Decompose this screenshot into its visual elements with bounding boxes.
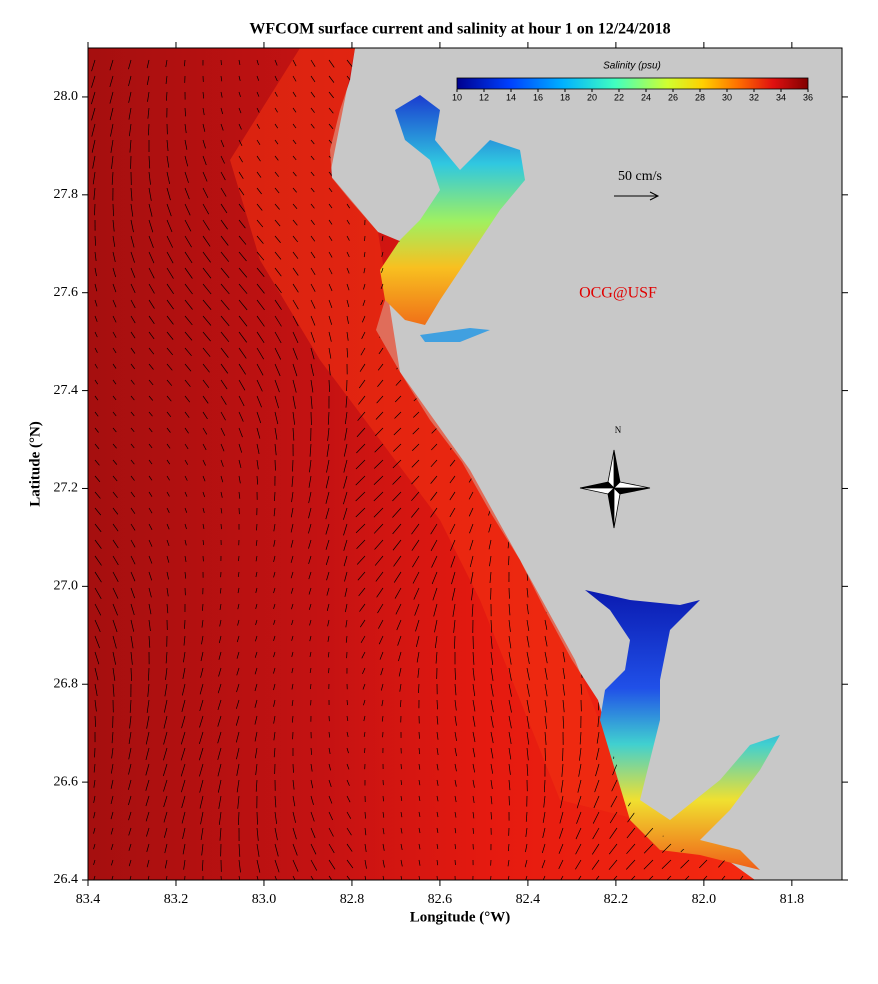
y-tick-label: 28.0 (54, 89, 79, 104)
x-axis-label: Longitude (°W) (410, 909, 511, 925)
compass-label: N (615, 425, 622, 435)
colorbar (457, 78, 808, 89)
x-tick-label: 83.0 (252, 892, 277, 907)
colorbar-tick-label: 32 (749, 92, 759, 102)
x-tick-label: 82.8 (340, 892, 365, 907)
colorbar-tick-label: 10 (452, 92, 462, 102)
x-tick-label: 83.4 (76, 892, 101, 907)
x-tick-label: 82.4 (516, 892, 541, 907)
colorbar-tick-label: 30 (722, 92, 732, 102)
y-tick-label: 27.2 (54, 481, 79, 496)
colorbar-label: Salinity (psu) (603, 61, 661, 72)
y-tick-label: 26.4 (54, 872, 79, 887)
y-tick-label: 27.0 (54, 579, 79, 594)
colorbar-tick-label: 14 (506, 92, 516, 102)
y-tick-label: 27.6 (54, 285, 79, 300)
map-title: WFCOM surface current and salinity at ho… (249, 21, 670, 38)
x-tick-label: 82.6 (428, 892, 453, 907)
x-tick-label: 82.2 (604, 892, 629, 907)
colorbar-tick-label: 12 (479, 92, 489, 102)
x-tick-label: 83.2 (164, 892, 189, 907)
colorbar-tick-label: 22 (614, 92, 624, 102)
colorbar-tick-label: 16 (533, 92, 543, 102)
credit: OCG@USF (579, 285, 657, 302)
colorbar-tick-label: 28 (695, 92, 705, 102)
colorbar-tick-label: 24 (641, 92, 651, 102)
x-tick-label: 82.0 (692, 892, 717, 907)
y-tick-label: 26.6 (54, 774, 79, 789)
x-tick-label: 81.8 (780, 892, 805, 907)
y-tick-label: 27.8 (54, 187, 79, 202)
scale-label: 50 cm/s (618, 169, 662, 184)
colorbar-tick-label: 20 (587, 92, 597, 102)
colorbar-tick-label: 18 (560, 92, 570, 102)
colorbar-tick-label: 26 (668, 92, 678, 102)
y-axis-label: Latitude (°N) (27, 421, 43, 507)
colorbar-tick-label: 34 (776, 92, 786, 102)
y-tick-label: 27.4 (54, 383, 79, 398)
colorbar-tick-label: 36 (803, 92, 813, 102)
y-tick-label: 26.8 (54, 676, 79, 691)
